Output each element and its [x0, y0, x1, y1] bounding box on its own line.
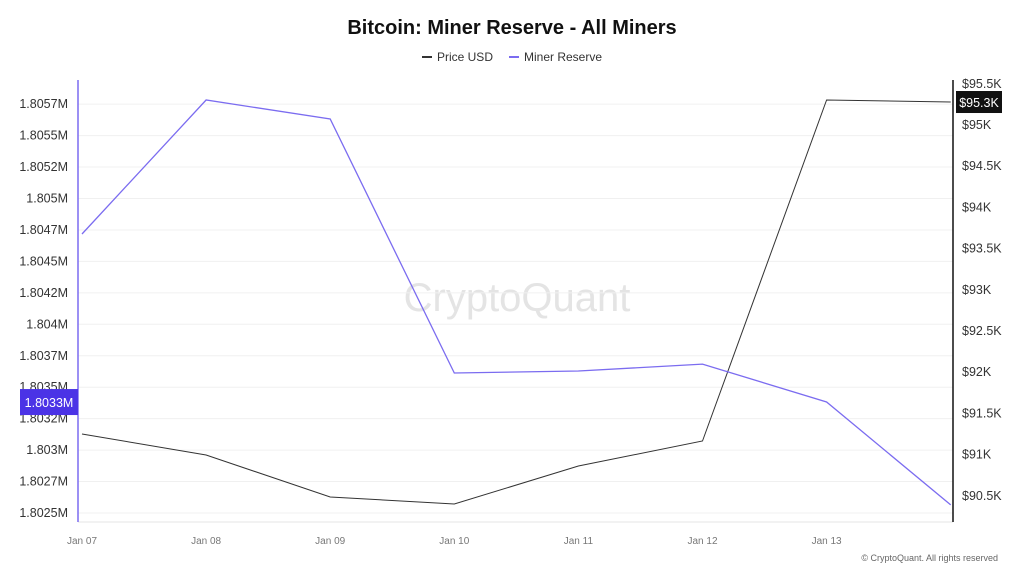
- right-tick-label: $93K: [962, 283, 992, 297]
- watermark: CryptoQuant: [404, 276, 631, 320]
- right-tick-label: $93.5K: [962, 242, 1002, 256]
- left-tick-label: 1.804M: [26, 317, 68, 331]
- left-tick-label: 1.8027M: [19, 475, 68, 489]
- chart-title: Bitcoin: Miner Reserve - All Miners: [347, 17, 677, 39]
- right-axis-highlight-label: $95.3K: [959, 96, 999, 110]
- left-tick-label: 1.8042M: [19, 286, 68, 300]
- right-tick-label: $92.5K: [962, 324, 1002, 338]
- right-tick-label: $94K: [962, 200, 992, 214]
- left-tick-label: 1.8055M: [19, 129, 68, 143]
- x-tick-label: Jan 13: [812, 536, 842, 547]
- right-tick-label: $95K: [962, 118, 992, 132]
- right-tick-label: $94.5K: [962, 159, 1002, 173]
- left-tick-label: 1.8047M: [19, 223, 68, 237]
- left-axis-highlight-label: 1.8033M: [25, 396, 74, 410]
- left-axis-highlight: [20, 389, 78, 416]
- copyright: © CryptoQuant. All rights reserved: [861, 553, 998, 563]
- left-tick-label: 1.8025M: [19, 506, 68, 520]
- series-line-miner-reserve: [81, 99, 952, 506]
- left-tick-label: 1.8032M: [19, 412, 68, 426]
- right-tick-label: $95.5K: [962, 77, 1002, 91]
- left-tick-label: 1.8045M: [19, 254, 68, 268]
- right-tick-label: $91.5K: [962, 406, 1002, 420]
- legend: Price USD Miner Reserve: [0, 50, 1024, 64]
- series-line-price: [81, 99, 951, 505]
- right-tick-label: $90.5K: [962, 489, 1002, 503]
- legend-item-price[interactable]: Price USD: [421, 50, 493, 64]
- x-tick-label: Jan 08: [191, 536, 221, 547]
- right-tick-label: $91K: [962, 448, 992, 462]
- left-tick-label: 1.8057M: [19, 97, 68, 111]
- left-tick-label: 1.8052M: [19, 160, 68, 174]
- left-tick-label: 1.805M: [26, 192, 68, 206]
- x-tick-label: Jan 11: [564, 536, 594, 547]
- legend-item-miner-reserve[interactable]: Miner Reserve: [508, 50, 603, 64]
- left-tick-label: 1.803M: [26, 443, 68, 457]
- x-tick-label: Jan 09: [315, 536, 345, 547]
- left-tick-label: 1.8037M: [19, 349, 68, 363]
- legend-swatch-miner-reserve: [508, 56, 519, 58]
- x-tick-label: Jan 12: [687, 536, 717, 547]
- legend-swatch-price: [421, 56, 432, 58]
- legend-label-miner-reserve: Miner Reserve: [523, 50, 603, 64]
- right-tick-label: $92K: [962, 365, 992, 379]
- legend-label-price: Price USD: [436, 50, 493, 64]
- x-tick-label: Jan 10: [439, 536, 469, 547]
- x-tick-label: Jan 07: [67, 536, 97, 547]
- right-axis-highlight: [956, 91, 1002, 114]
